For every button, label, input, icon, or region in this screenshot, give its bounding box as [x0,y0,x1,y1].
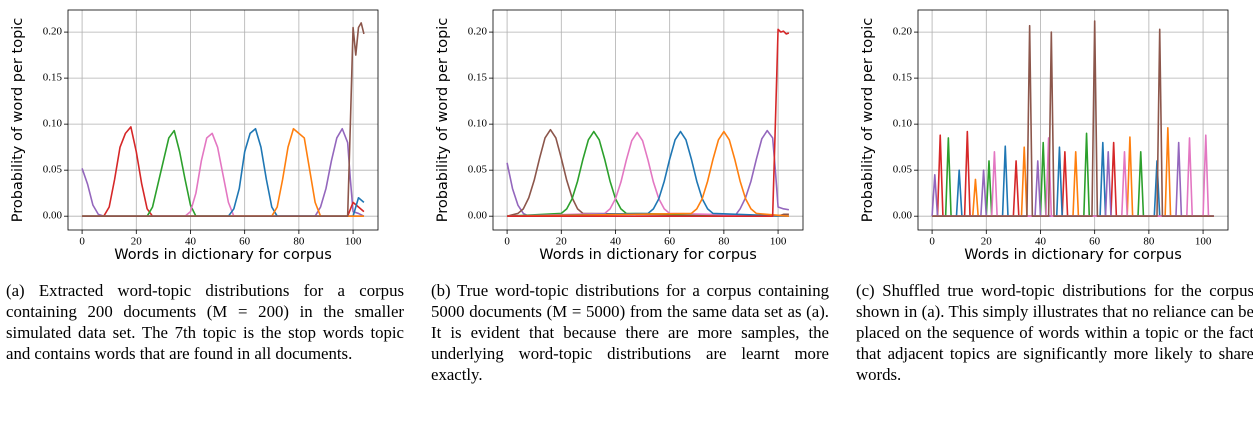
topic-line [82,132,364,217]
y-tick-label: 0.00 [468,210,488,222]
topic-line [506,128,789,217]
x-tick-label: 60 [664,236,676,248]
caption: (b) True word-topic distributions for a … [431,281,829,384]
y-axis-label: Probability of word per topic [435,18,451,223]
x-tick-label: 80 [293,236,305,248]
x-tick-label: 100 [1195,236,1212,248]
y-tick-label: 0.10 [893,118,913,130]
y-axis-label: Probability of word per topic [860,18,876,223]
y-tick-label: 0.15 [893,72,913,84]
x-axis-label: Words in dictionary for corpus [114,247,332,263]
caption: (a) Extracted word-topic distributions f… [6,281,404,363]
caption: (c) Shuffled true word-topic distributio… [856,281,1253,384]
y-tick-label: 0.00 [893,210,913,222]
x-tick-label: 80 [1143,236,1155,248]
topic-line [82,127,364,217]
topic-line [932,141,1214,217]
y-tick-label: 0.05 [893,164,913,176]
topic-line [932,134,1214,217]
x-tick-label: 0 [79,236,85,248]
topic-line [507,130,789,217]
y-axis-label: Probability of word per topic [10,18,26,223]
topic-line [82,22,365,217]
x-tick-label: 20 [131,236,143,248]
y-tick-label: 0.20 [893,26,913,38]
y-tick-label: 0.05 [43,164,63,176]
x-tick-label: 0 [929,236,935,248]
topic-line [932,132,1214,217]
y-tick-label: 0.10 [43,118,63,130]
topic-line [507,131,789,217]
topic-line [81,127,365,217]
x-tick-label: 80 [718,236,730,248]
plot-frame [492,9,804,231]
topic-line [932,127,1214,217]
figure: 0 20 40 60 80 100 0.00 0.05 0.10 0.15 0.20 Words in… [10,9,1229,263]
topic-line [82,126,365,217]
y-tick-label: 0.15 [468,72,488,84]
y-tick-label: 0.15 [43,72,63,84]
x-tick-label: 100 [345,236,362,248]
topic-line [507,130,789,217]
x-tick-label: 40 [1035,236,1047,248]
topic-line [507,28,790,217]
x-tick-label: 100 [770,236,787,248]
topic-line [932,20,1214,217]
x-tick-label: 40 [185,236,197,248]
topic-line [506,129,790,217]
x-axis-label: Words in dictionary for corpus [964,247,1182,263]
x-tick-label: 20 [556,236,568,248]
x-tick-label: 20 [981,236,993,248]
x-axis-label: Words in dictionary for corpus [539,247,757,263]
plot-frame [917,9,1229,231]
topic-line [507,130,789,217]
y-tick-label: 0.20 [43,26,63,38]
x-tick-label: 0 [504,236,510,248]
x-tick-label: 60 [239,236,251,248]
y-tick-label: 0.05 [468,164,488,176]
y-tick-label: 0.00 [43,210,63,222]
topic-line [932,130,1214,217]
y-tick-label: 0.20 [468,26,488,38]
x-tick-label: 40 [610,236,622,248]
x-tick-label: 60 [1089,236,1101,248]
y-tick-label: 0.10 [468,118,488,130]
plot-frame [67,9,379,231]
